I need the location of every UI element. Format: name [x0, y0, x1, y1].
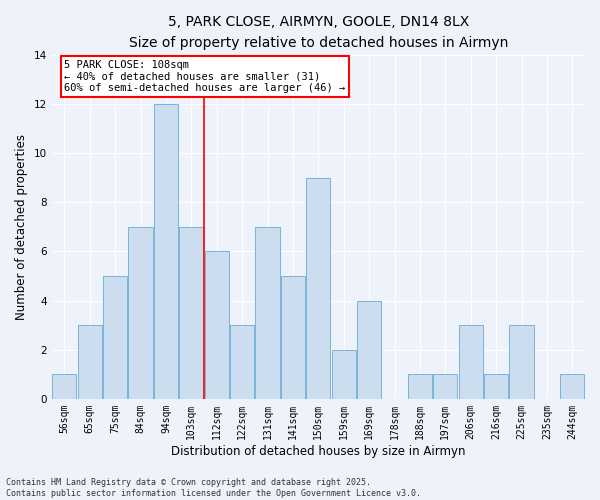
Bar	[560, 374, 584, 399]
Bar	[357, 300, 381, 399]
Bar	[154, 104, 178, 399]
Title: 5, PARK CLOSE, AIRMYN, GOOLE, DN14 8LX
Size of property relative to detached hou: 5, PARK CLOSE, AIRMYN, GOOLE, DN14 8LX S…	[128, 15, 508, 50]
Bar	[128, 227, 152, 399]
Bar	[306, 178, 331, 399]
Bar	[179, 227, 203, 399]
Text: Contains HM Land Registry data © Crown copyright and database right 2025.
Contai: Contains HM Land Registry data © Crown c…	[6, 478, 421, 498]
Bar	[433, 374, 457, 399]
Bar	[256, 227, 280, 399]
Bar	[52, 374, 76, 399]
Y-axis label: Number of detached properties: Number of detached properties	[15, 134, 28, 320]
X-axis label: Distribution of detached houses by size in Airmyn: Distribution of detached houses by size …	[171, 444, 466, 458]
Bar	[77, 325, 102, 399]
Bar	[408, 374, 432, 399]
Bar	[281, 276, 305, 399]
Bar	[484, 374, 508, 399]
Bar	[230, 325, 254, 399]
Bar	[509, 325, 533, 399]
Bar	[458, 325, 483, 399]
Bar	[332, 350, 356, 399]
Text: 5 PARK CLOSE: 108sqm
← 40% of detached houses are smaller (31)
60% of semi-detac: 5 PARK CLOSE: 108sqm ← 40% of detached h…	[64, 60, 346, 93]
Bar	[205, 252, 229, 399]
Bar	[103, 276, 127, 399]
